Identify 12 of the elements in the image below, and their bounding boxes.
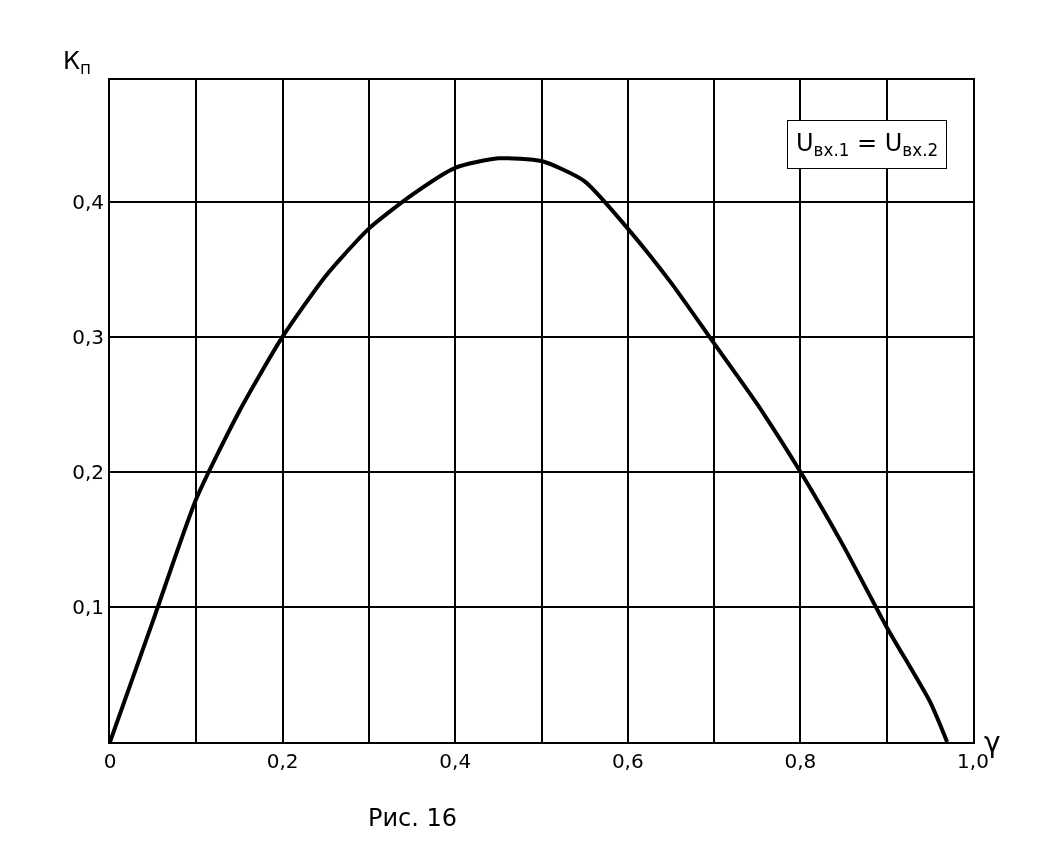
x-tick-label: 0,2 (266, 749, 299, 773)
x-tick-label: 0,4 (439, 749, 472, 773)
y-tick-label: 0,2 (72, 459, 104, 484)
y-tick-label: 0,1 (72, 594, 104, 619)
x-tick-label: 0,8 (784, 749, 817, 773)
y-tick-label: 0,3 (72, 324, 104, 349)
annotation: U$_{вх.1}$ = U$_{вх.2}$ (796, 129, 939, 161)
y-tick-label: 0,4 (72, 189, 104, 214)
x-tick-label: 0 (103, 749, 117, 773)
x-tick-label: 0,6 (611, 749, 644, 773)
text: Рис. 16 (368, 804, 458, 832)
y-axis-title: К$_{п}$ (63, 47, 92, 79)
